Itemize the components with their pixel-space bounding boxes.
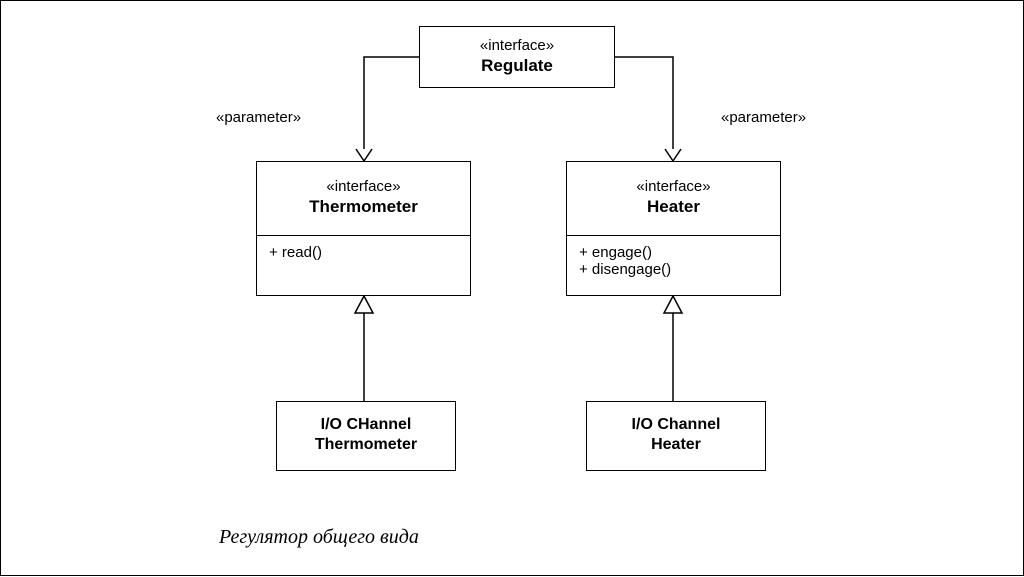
arrow-reg-heater: [665, 149, 681, 161]
node-heater-name: Heater: [575, 197, 772, 217]
edge-reg-thermo: [364, 57, 419, 149]
node-io-heater-line1: I/O Channel: [595, 416, 757, 434]
node-thermometer: «interface» Thermometer + read(): [256, 161, 471, 296]
node-thermometer-name: Thermometer: [265, 197, 462, 217]
node-thermometer-stereo: «interface»: [265, 178, 462, 195]
op-disengage: + disengage(): [579, 261, 768, 278]
node-heater-stereo: «interface»: [575, 178, 772, 195]
node-regulate-head: «interface» Regulate: [420, 27, 614, 88]
arrow-iothermo-impl: [355, 296, 373, 313]
arrow-reg-thermo: [356, 149, 372, 161]
node-io-heater-line2: Heater: [595, 436, 757, 454]
node-io-thermo-head: I/O CHannel Thermometer: [277, 402, 455, 466]
node-heater-ops: + engage() + disengage(): [567, 235, 780, 286]
node-io-thermo-line2: Thermometer: [285, 436, 447, 454]
node-heater-head: «interface» Heater: [567, 162, 780, 235]
label-reg-thermo: «parameter»: [216, 109, 301, 126]
edge-reg-heater: [615, 57, 673, 149]
diagram-caption: Регулятор общего вида: [219, 526, 419, 549]
node-regulate-name: Regulate: [428, 56, 606, 76]
node-regulate: «interface» Regulate: [419, 26, 615, 88]
node-io-heater: I/O Channel Heater: [586, 401, 766, 471]
arrow-ioheater-impl: [664, 296, 682, 313]
op-read: + read(): [269, 244, 458, 261]
node-io-thermo-line1: I/O CHannel: [285, 416, 447, 434]
node-io-heater-head: I/O Channel Heater: [587, 402, 765, 466]
label-reg-heater: «parameter»: [721, 109, 806, 126]
node-regulate-stereo: «interface»: [428, 37, 606, 54]
node-io-thermo: I/O CHannel Thermometer: [276, 401, 456, 471]
node-thermometer-ops: + read(): [257, 235, 470, 269]
node-heater: «interface» Heater + engage() + disengag…: [566, 161, 781, 296]
op-engage: + engage(): [579, 244, 768, 261]
node-thermometer-head: «interface» Thermometer: [257, 162, 470, 235]
diagram-frame: «interface» Regulate «interface» Thermom…: [0, 0, 1024, 576]
